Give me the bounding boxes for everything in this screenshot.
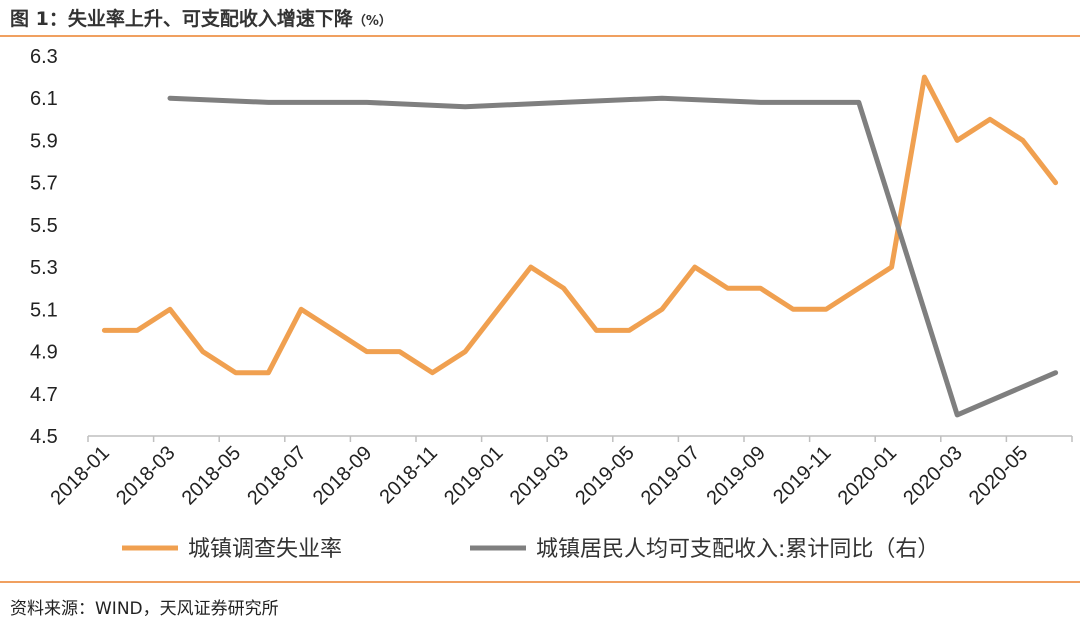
x-tick-label: 2018-03 xyxy=(112,442,179,509)
y-tick-label: 6.3 xyxy=(30,46,58,68)
x-tick-label: 2018-05 xyxy=(178,442,245,509)
y-tick-label: 4.5 xyxy=(30,426,58,448)
chart-title-unit: （%） xyxy=(352,14,392,29)
x-tick-label: 2019-09 xyxy=(702,442,769,509)
y-tick-label: 5.5 xyxy=(30,215,58,237)
series-line-1 xyxy=(101,74,1059,376)
bottom-divider xyxy=(0,581,1080,583)
x-tick-label: 2020-03 xyxy=(899,442,966,509)
x-tick-label: 2019-11 xyxy=(769,442,835,508)
x-tick-label: 2020-05 xyxy=(965,442,1032,509)
x-tick-label: 2018-01 xyxy=(46,442,113,509)
y-tick-label: 5.9 xyxy=(30,130,58,152)
x-tick-label: 2019-07 xyxy=(637,442,704,509)
y-tick-label: 6.1 xyxy=(30,88,58,110)
x-tick-label: 2018-07 xyxy=(243,442,310,509)
x-tick-label: 2019-03 xyxy=(506,442,573,509)
chart-title-text: 图 1：失业率上升、可支配收入增速下降 xyxy=(10,8,353,30)
top-divider xyxy=(0,35,1080,37)
x-tick-label: 2019-01 xyxy=(440,442,507,509)
legend-label-2: 城镇居民人均可支配收入:累计同比（右） xyxy=(536,537,939,562)
y-tick-label: 5.3 xyxy=(30,257,58,279)
y-tick-label: 5.7 xyxy=(30,173,58,195)
line-chart: 4.54.74.95.15.35.55.75.96.16.32018-01201… xyxy=(30,46,1073,562)
series-line-2 xyxy=(167,95,1059,418)
y-tick-label: 5.1 xyxy=(30,299,58,321)
y-tick-label: 4.9 xyxy=(30,342,58,364)
chart-title: 图 1：失业率上升、可支配收入增速下降（%） xyxy=(10,4,392,31)
source-note: 资料来源：WIND，天风证券研究所 xyxy=(10,599,279,619)
legend-label-1: 城镇调查失业率 xyxy=(188,537,342,562)
x-tick-label: 2019-05 xyxy=(571,442,638,509)
x-tick-label: 2020-01 xyxy=(834,442,901,509)
y-tick-label: 4.7 xyxy=(30,384,58,406)
x-tick-label: 2018-09 xyxy=(309,442,376,509)
x-tick-label: 2018-11 xyxy=(376,442,442,508)
